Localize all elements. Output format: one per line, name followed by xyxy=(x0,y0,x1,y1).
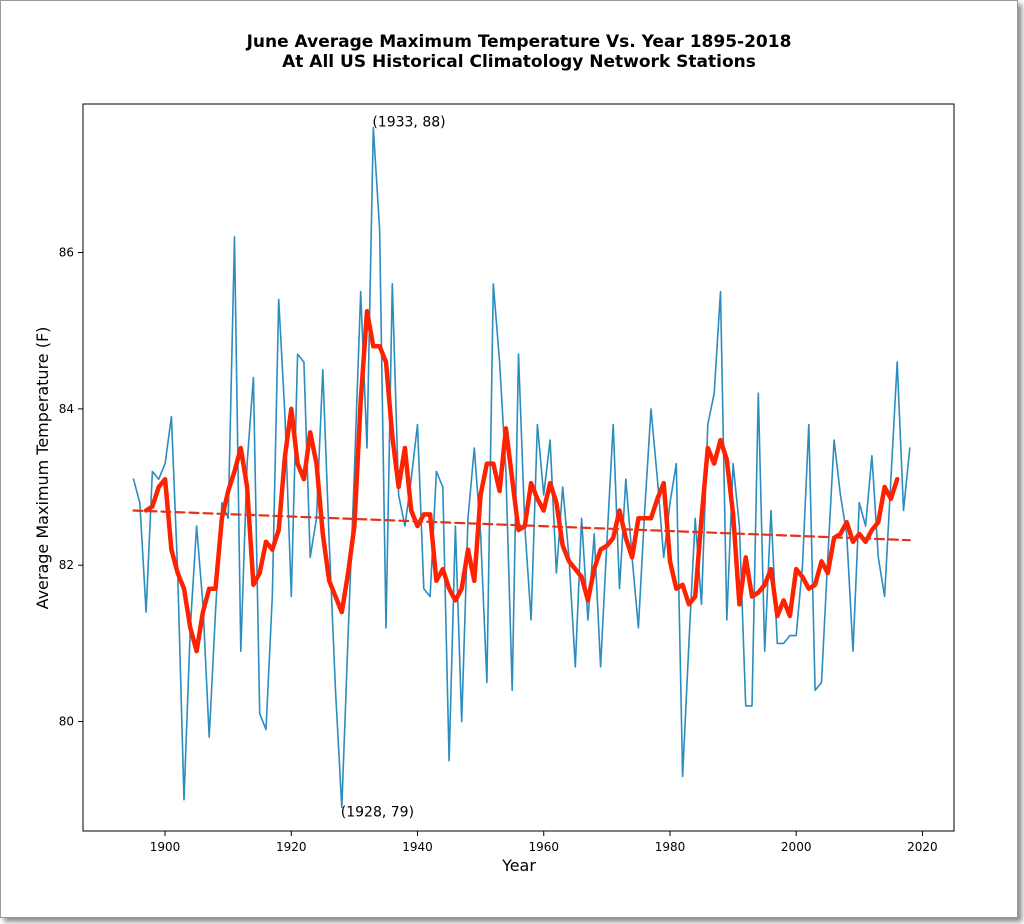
y-tick-label: 82 xyxy=(59,558,74,572)
x-tick-label: 2020 xyxy=(907,840,938,854)
y-axis: 80 82 84 86 xyxy=(59,246,83,729)
peak-annotation: (1933, 88) xyxy=(372,114,445,130)
plot-area xyxy=(82,103,955,832)
y-tick-label: 84 xyxy=(59,402,74,416)
chart-title: June Average Maximum Temperature Vs. Yea… xyxy=(246,32,792,52)
annual-series-line xyxy=(132,126,911,809)
x-tick-label: 1940 xyxy=(402,840,433,854)
annotation-layer: (1933, 88) (1928, 79) xyxy=(341,114,446,820)
x-tick-label: 1920 xyxy=(276,840,307,854)
y-tick-label: 86 xyxy=(59,246,74,260)
series-layer xyxy=(132,126,911,809)
x-tick-label: 1960 xyxy=(528,840,559,854)
x-axis-label: Year xyxy=(501,856,536,875)
peak-annotation: (1928, 79) xyxy=(341,805,414,821)
x-tick-label: 1980 xyxy=(655,840,686,854)
smoothed-series-line xyxy=(143,308,900,654)
y-tick-label: 80 xyxy=(59,715,74,729)
x-tick-label: 2000 xyxy=(781,840,812,854)
y-axis-label: Average Maximum Temperature (F) xyxy=(33,327,52,610)
x-tick-label: 1900 xyxy=(150,840,181,854)
chart-subtitle: At All US Historical Climatology Network… xyxy=(282,52,756,72)
trend-line xyxy=(132,509,911,542)
x-axis: 1900 1920 1940 1960 1980 2000 2020 xyxy=(150,831,938,854)
